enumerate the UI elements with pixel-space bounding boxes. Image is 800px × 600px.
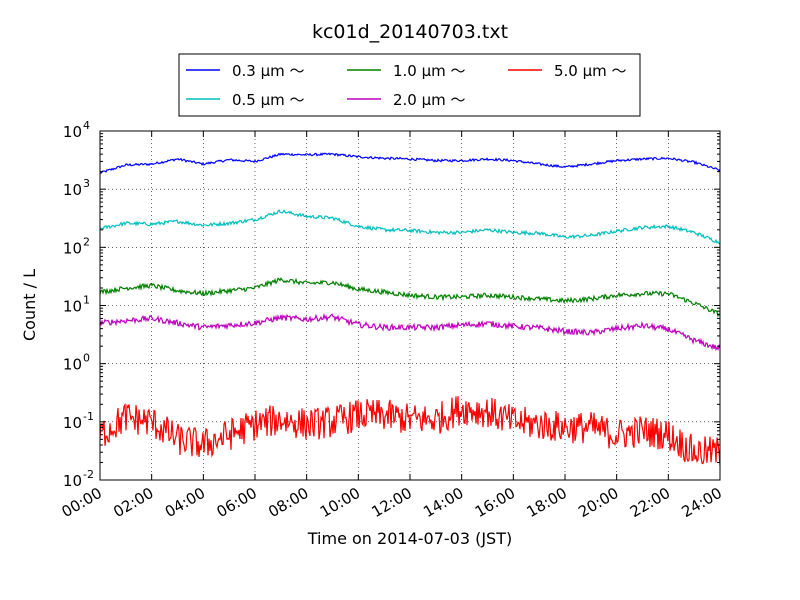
series-line — [99, 277, 721, 318]
y-tick-exponent: 0 — [83, 352, 90, 365]
y-tick-label: 10 — [63, 298, 82, 316]
legend-label: 5.0 μm ～ — [554, 62, 627, 80]
x-tick-label: 08:00 — [265, 484, 311, 521]
x-tick-label: 20:00 — [575, 484, 621, 521]
grid-lines — [100, 131, 720, 480]
series-line — [99, 312, 721, 352]
series-line — [99, 209, 721, 245]
legend-label: 0.3 μm ～ — [232, 62, 305, 80]
y-axis-label: Count / L — [20, 269, 39, 341]
y-tick-exponent: 2 — [83, 235, 90, 248]
y-tick-exponent: 4 — [83, 119, 90, 132]
x-tick-label: 14:00 — [420, 484, 466, 521]
x-tick-label: 04:00 — [162, 484, 208, 521]
y-tick-label: 10 — [63, 239, 82, 257]
y-tick-exponent: 3 — [83, 177, 90, 190]
x-tick-label: 12:00 — [369, 484, 415, 521]
legend-box — [178, 53, 641, 117]
x-tick-label: 22:00 — [627, 484, 673, 521]
y-tick-label: 10 — [63, 414, 82, 432]
y-tick-label: 10 — [63, 181, 82, 199]
y-tick-label: 10 — [63, 472, 82, 490]
y-tick-label: 10 — [63, 123, 82, 141]
legend-label: 1.0 μm ～ — [393, 62, 466, 80]
y-tick-exponent: 1 — [83, 294, 90, 307]
series-line — [99, 152, 721, 174]
y-tick-label: 10 — [63, 356, 82, 374]
series-line — [99, 396, 721, 466]
x-tick-label: 10:00 — [317, 484, 363, 521]
legend: 0.3 μm ～ 0.5 μm ～ 1.0 μm ～ 2.0 μm ～ 5.0 μm ～ — [178, 53, 641, 117]
x-tick-label: 16:00 — [472, 484, 518, 521]
x-tick-label: 24:00 — [679, 484, 725, 521]
x-tick-label: 02:00 — [110, 484, 156, 521]
y-tick-exponent: -2 — [83, 468, 94, 481]
series-layer — [99, 152, 721, 466]
legend-label: 0.5 μm ～ — [232, 91, 305, 109]
chart-title: kc01d_20140703.txt — [312, 21, 508, 43]
y-tick-exponent: -1 — [83, 410, 94, 423]
x-axis-label: Time on 2014-07-03 (JST) — [307, 529, 512, 548]
x-tick-label: 18:00 — [524, 484, 570, 521]
x-tick-label: 06:00 — [214, 484, 260, 521]
legend-label: 2.0 μm ～ — [393, 91, 466, 109]
